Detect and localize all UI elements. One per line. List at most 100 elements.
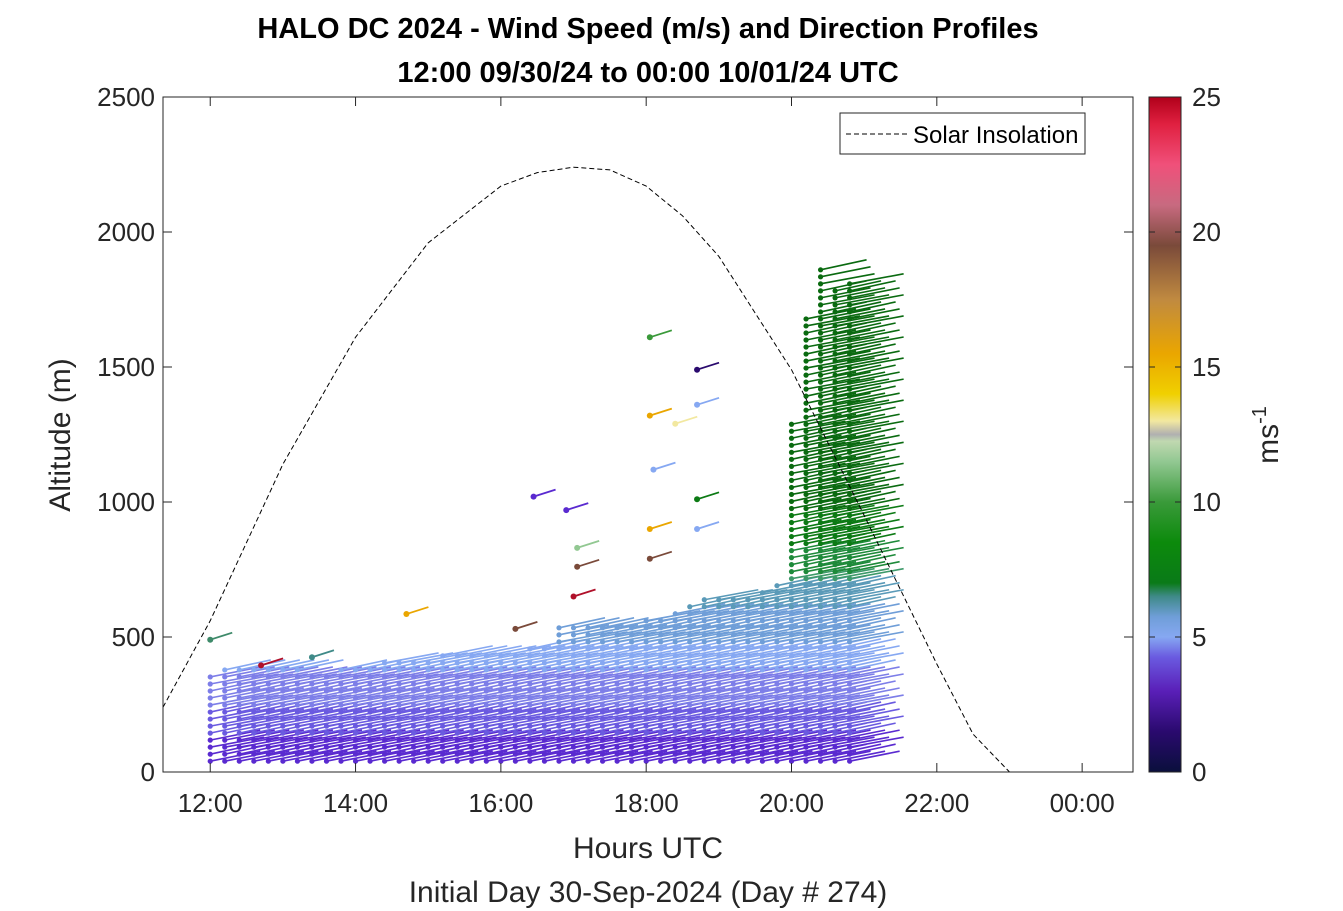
wind-barb bbox=[834, 455, 886, 468]
wind-barb-point bbox=[556, 653, 562, 659]
wind-barb-point bbox=[614, 702, 620, 708]
wind-barb-point bbox=[629, 709, 635, 715]
wind-barb-point bbox=[294, 758, 301, 764]
wind-barb-point bbox=[687, 688, 693, 694]
wind-barb-point bbox=[498, 723, 504, 729]
wind-barb-point bbox=[614, 744, 620, 750]
wind-barb-point bbox=[251, 709, 257, 715]
wind-barb-point bbox=[817, 632, 824, 638]
wind-barb bbox=[849, 308, 900, 320]
wind-barb-point bbox=[788, 639, 795, 645]
y-tick-label: 1500 bbox=[97, 352, 155, 382]
wind-barb-point bbox=[629, 716, 635, 722]
wind-barb-point bbox=[498, 744, 504, 750]
wind-barb-point bbox=[817, 730, 824, 736]
wind-barb bbox=[282, 659, 330, 671]
wind-barb-point bbox=[236, 730, 242, 736]
wind-barb-point bbox=[308, 654, 315, 661]
wind-barb-point bbox=[222, 674, 228, 680]
wind-barb-point bbox=[323, 737, 330, 743]
wind-barb-point bbox=[541, 681, 548, 687]
wind-barb-point bbox=[323, 688, 330, 694]
wind-barb bbox=[849, 715, 904, 727]
wind-barb-point bbox=[847, 316, 853, 322]
wind-barb-point bbox=[847, 344, 853, 350]
wind-barb-point bbox=[716, 702, 722, 708]
wind-barb-point bbox=[847, 576, 853, 582]
wind-barb-point bbox=[847, 639, 853, 645]
wind-barb-point bbox=[716, 674, 722, 680]
wind-barb-point bbox=[832, 288, 838, 294]
wind-barb-point bbox=[280, 667, 286, 673]
wind-barb-point bbox=[672, 758, 678, 764]
wind-barb-point bbox=[687, 723, 693, 729]
wind-barb-point bbox=[730, 597, 736, 603]
wind-barb-point bbox=[323, 695, 330, 701]
wind-barb bbox=[820, 652, 875, 664]
wind-barb bbox=[820, 694, 875, 706]
wind-barb-point bbox=[556, 660, 562, 666]
wind-barb-point bbox=[832, 309, 838, 315]
wind-barb bbox=[834, 715, 890, 727]
wind-barb-point bbox=[701, 681, 707, 687]
wind-barb-point bbox=[585, 674, 591, 680]
wind-barb-point bbox=[788, 477, 795, 483]
wind-barb bbox=[834, 434, 886, 447]
wind-barb-point bbox=[222, 723, 228, 729]
x-tick-label: 00:00 bbox=[1050, 788, 1115, 818]
wind-barb bbox=[834, 743, 882, 755]
wind-barb-point bbox=[454, 688, 460, 694]
wind-barb-point bbox=[599, 730, 606, 736]
wind-barb-point bbox=[687, 625, 693, 631]
wind-barb-point bbox=[788, 695, 795, 701]
wind-barb-point bbox=[788, 442, 795, 448]
wind-barb-point bbox=[803, 533, 809, 540]
wind-barb bbox=[834, 610, 890, 622]
wind-barb-point bbox=[396, 667, 402, 673]
wind-barb-point bbox=[425, 688, 431, 694]
wind-barb-point bbox=[498, 667, 504, 673]
wind-barb bbox=[834, 645, 886, 657]
wind-barb bbox=[834, 378, 890, 390]
wind-barb-point bbox=[541, 744, 548, 750]
wind-barb-point bbox=[672, 702, 678, 708]
wind-barb-point bbox=[643, 618, 649, 624]
wind-barb-point bbox=[585, 709, 591, 715]
wind-barb-point bbox=[599, 716, 606, 722]
wind-barb-point bbox=[672, 653, 678, 659]
wind-barb-point bbox=[599, 751, 606, 757]
wind-barb-point bbox=[817, 491, 824, 498]
wind-barb-point bbox=[556, 716, 562, 722]
wind-barb-point bbox=[236, 744, 242, 750]
wind-barb-point bbox=[847, 470, 853, 476]
wind-barb-point bbox=[701, 737, 707, 743]
wind-barb-point bbox=[803, 674, 809, 680]
wind-barb-point bbox=[643, 646, 649, 652]
wind-barb-point bbox=[338, 681, 344, 687]
wind-barb-point bbox=[817, 330, 824, 336]
wind-barb-point bbox=[788, 540, 795, 547]
wind-barb bbox=[820, 525, 875, 538]
wind-barb-point bbox=[352, 744, 359, 750]
wind-barb-point bbox=[556, 723, 562, 729]
wind-barb bbox=[834, 701, 882, 713]
wind-barb-point bbox=[411, 709, 417, 715]
wind-barb-point bbox=[817, 288, 824, 294]
wind-barb-point bbox=[614, 688, 620, 694]
wind-barb bbox=[849, 546, 904, 559]
wind-barb-point bbox=[817, 267, 824, 273]
wind-barb-point bbox=[280, 751, 286, 757]
wind-barb-point bbox=[280, 758, 286, 764]
wind-barb-point bbox=[294, 709, 301, 715]
wind-barb-point bbox=[847, 667, 853, 673]
wind-barb-point bbox=[541, 660, 548, 666]
wind-barb-point bbox=[832, 393, 838, 399]
wind-barb bbox=[471, 645, 522, 657]
wind-barb-point bbox=[483, 758, 489, 764]
wind-barb-point bbox=[382, 688, 388, 694]
wind-barb-point bbox=[629, 632, 635, 638]
colorbar-tick-label: 5 bbox=[1192, 622, 1206, 652]
wind-barb-point bbox=[716, 625, 722, 631]
wind-barb-point bbox=[788, 625, 795, 631]
wind-barb-point bbox=[251, 751, 257, 757]
